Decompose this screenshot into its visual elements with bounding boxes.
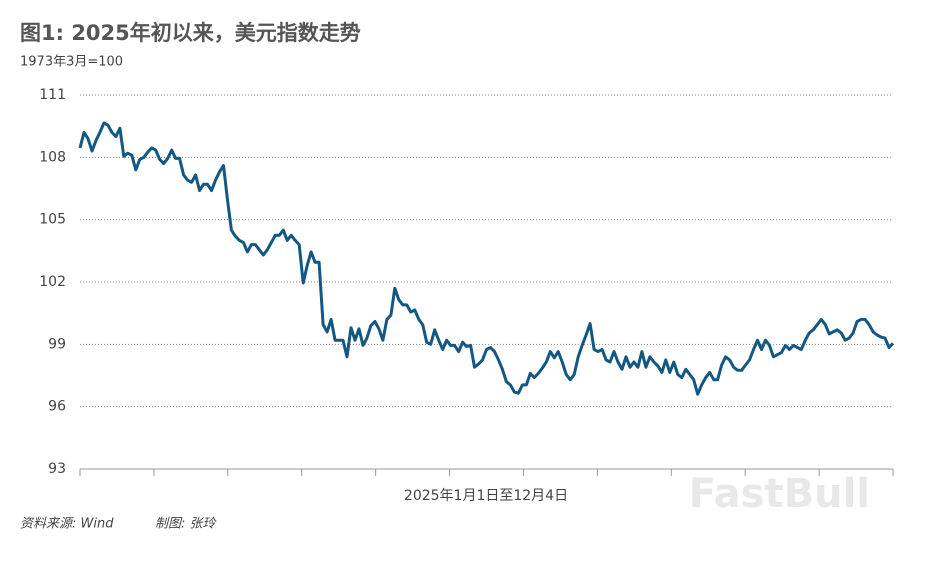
y-tick-label: 102 bbox=[39, 274, 66, 290]
x-axis-label: 2025年1月1日至12月4日 bbox=[404, 488, 568, 504]
y-tick-label: 105 bbox=[39, 212, 66, 228]
source: 资料来源: Wind bbox=[20, 517, 114, 532]
y-tick-label: 111 bbox=[39, 87, 66, 103]
y-tick-label: 96 bbox=[48, 399, 66, 415]
watermark: FastBull bbox=[689, 471, 870, 517]
data-line bbox=[78, 121, 895, 396]
chart-subtitle: 1973年3月=100 bbox=[20, 55, 123, 70]
y-tick-label: 93 bbox=[48, 461, 66, 477]
y-tick-label: 108 bbox=[39, 149, 66, 165]
y-tick-label: 99 bbox=[48, 336, 66, 352]
author: 制图: 张玲 bbox=[155, 517, 218, 532]
chart-title: 图1: 2025年初以来，美元指数走势 bbox=[20, 21, 361, 45]
